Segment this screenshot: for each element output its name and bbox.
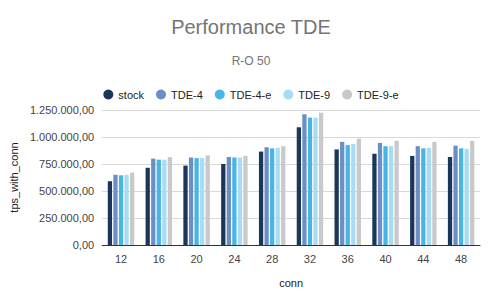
svg-text:tps_with_conn: tps_with_conn	[8, 142, 20, 212]
svg-text:20: 20	[190, 253, 202, 265]
svg-text:16: 16	[153, 253, 165, 265]
svg-text:28: 28	[266, 253, 278, 265]
svg-text:44: 44	[417, 253, 429, 265]
svg-text:conn: conn	[279, 277, 303, 289]
svg-text:R-O 50: R-O 50	[232, 54, 271, 68]
svg-text:500.000,00: 500.000,00	[39, 185, 94, 197]
svg-text:Performance TDE: Performance TDE	[171, 16, 331, 38]
svg-text:32: 32	[304, 253, 316, 265]
svg-text:stock: stock	[118, 89, 144, 101]
svg-text:40: 40	[379, 253, 391, 265]
svg-text:48: 48	[455, 253, 467, 265]
svg-text:250.000,00: 250.000,00	[39, 212, 94, 224]
svg-text:TDE-4-e: TDE-4-e	[230, 89, 272, 101]
svg-text:1.250.000,00: 1.250.000,00	[30, 104, 94, 116]
svg-text:1.000.000,00: 1.000.000,00	[30, 131, 94, 143]
svg-text:TDE-9-e: TDE-9-e	[357, 89, 399, 101]
svg-text:0,00: 0,00	[73, 239, 94, 251]
svg-text:TDE-9: TDE-9	[298, 89, 330, 101]
svg-text:750.000,00: 750.000,00	[39, 158, 94, 170]
svg-text:12: 12	[115, 253, 127, 265]
svg-text:TDE-4: TDE-4	[171, 89, 203, 101]
svg-text:24: 24	[228, 253, 240, 265]
svg-text:36: 36	[342, 253, 354, 265]
